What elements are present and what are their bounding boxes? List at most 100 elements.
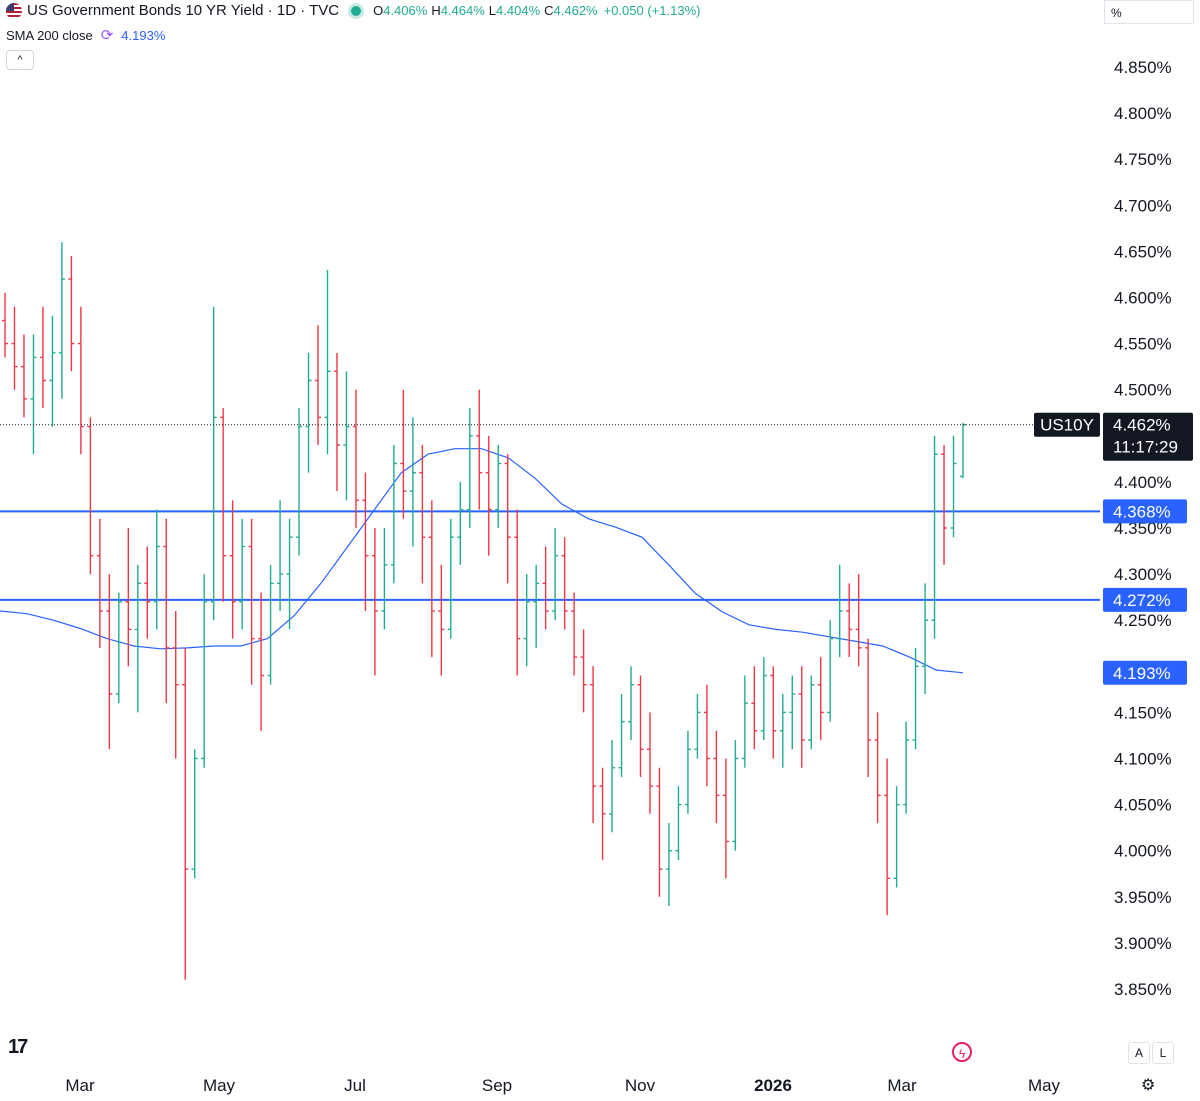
ohlc-bar (144, 546, 151, 639)
ohlc-bar (352, 389, 359, 528)
hline-price-tag (1103, 587, 1187, 612)
ohlc-bar (618, 693, 625, 777)
x-tick-label: May (1028, 1076, 1061, 1095)
ohlc-bar (182, 647, 189, 980)
log-scale-button[interactable]: L (1152, 1042, 1174, 1064)
ohlc-bar (751, 666, 758, 750)
ohlc-open-value: 4.406% (383, 3, 428, 18)
ohlc-bar (267, 564, 274, 685)
ohlc-bar (817, 657, 824, 741)
ohlc-bar (239, 518, 246, 630)
symbol-tag-label: US10Y (1040, 416, 1094, 435)
lightning-icon[interactable]: ϟ (952, 1042, 972, 1062)
ohlc-bar (580, 629, 587, 713)
ohlc-bar (637, 675, 644, 777)
ohlc-bar (134, 564, 141, 713)
ohlc-bar (286, 518, 293, 630)
ohlc-bar (628, 666, 635, 741)
y-tick-label: 4.500% (1114, 381, 1172, 400)
ohlc-bar (684, 730, 691, 814)
ohlc-bar (96, 518, 103, 648)
ohlc-bar (950, 435, 957, 538)
ohlc-bar (808, 675, 815, 750)
ohlc-bar (836, 564, 843, 658)
ohlc-bar (381, 528, 388, 630)
change-value: +0.050 (+1.13%) (603, 3, 701, 18)
ohlc-bar (789, 675, 796, 750)
x-tick-label: Mar (887, 1076, 917, 1095)
ohlc-bar (941, 445, 948, 565)
y-tick-label: 3.850% (1114, 980, 1172, 999)
ohlc-bar (58, 242, 65, 399)
ohlc-bar (960, 422, 966, 479)
ohlc-bar (609, 740, 616, 833)
symbol-tag (1034, 412, 1100, 437)
ohlc-bar (277, 500, 284, 611)
ohlc-bar (77, 306, 84, 455)
ohlc-bar (11, 306, 18, 390)
ohlc-bar (504, 454, 511, 584)
y-tick-label: 4.700% (1114, 196, 1172, 215)
scale-mode-field[interactable]: % (1104, 0, 1194, 24)
ohlc-bar (561, 537, 568, 630)
x-tick-label: Sep (482, 1076, 512, 1095)
ohlc-bar (694, 693, 701, 759)
y-tick-label: 4.150% (1114, 703, 1172, 722)
ohlc-bar (20, 334, 27, 418)
ohlc-bar (732, 740, 739, 851)
auto-scale-button[interactable]: A (1128, 1042, 1150, 1064)
ohlc-bar (428, 500, 435, 658)
ohlc-bar (49, 315, 56, 427)
loading-spinner-icon: ⟳ (100, 27, 114, 44)
ohlc-bar (713, 730, 720, 824)
ohlc-bar (438, 564, 445, 676)
ohlc-bar (390, 445, 397, 584)
ohlc-bar (106, 574, 113, 750)
y-tick-label: 4.250% (1114, 611, 1172, 630)
ohlc-bar (884, 758, 891, 916)
ohlc-bar (827, 620, 834, 722)
x-tick-label: May (203, 1076, 236, 1095)
ohlc-low-key: L (488, 3, 497, 18)
ohlc-bar (931, 435, 938, 639)
ohlc-bar (2, 292, 8, 358)
sma-price-label: 4.193% (1113, 664, 1171, 683)
y-tick-label: 3.950% (1114, 888, 1172, 907)
price-axis[interactable]: 4.850% 4.800% 4.750% 4.700% 4.650% 4.600% 4.55… (1114, 58, 1172, 999)
ohlc-bar (419, 445, 426, 584)
x-tick-label: 2026 (754, 1076, 792, 1095)
sma-legend[interactable]: SMA 200 close ⟳ 4.193% (6, 26, 165, 44)
collapse-legend-button[interactable]: ^ (6, 50, 34, 70)
ohlc-bar (646, 712, 653, 814)
ohlc-bar (248, 518, 255, 685)
ohlc-bar (30, 334, 37, 455)
x-tick-label: Jul (344, 1076, 366, 1095)
ohlc-bar (362, 472, 369, 611)
ohlc-open-key: O (373, 3, 384, 18)
ohlc-bar (722, 758, 729, 879)
ohlc-bar (466, 408, 473, 528)
ohlc-bar (343, 371, 350, 501)
ohlc-bar (87, 417, 94, 575)
ohlc-bar (210, 306, 217, 621)
ohlc-bar (125, 528, 132, 667)
ohlc-bar (495, 445, 502, 528)
y-tick-label: 3.900% (1114, 934, 1172, 953)
ohlc-bar (115, 592, 122, 704)
gear-icon[interactable]: ⚙ (1141, 1077, 1156, 1094)
y-tick-label: 4.300% (1114, 565, 1172, 584)
tradingview-logo-icon[interactable]: 17 (8, 1036, 28, 1058)
ohlc-bar (665, 823, 672, 907)
ohlc-bar (400, 389, 407, 519)
y-tick-label: 4.350% (1114, 519, 1172, 538)
ohlc-bar (296, 408, 303, 556)
horizontal-lines-layer[interactable] (0, 510, 1100, 601)
ohlc-bar (590, 666, 597, 824)
ohlc-bar (191, 749, 198, 879)
symbol-title[interactable]: US Government Bonds 10 YR Yield · 1D · T… (27, 2, 340, 19)
ohlc-bar (599, 767, 606, 860)
time-axis[interactable]: Mar May Jul Sep Nov 2026 Mar May (65, 1076, 1060, 1095)
ohlc-bar (476, 389, 483, 510)
ohlc-bar (258, 592, 265, 731)
